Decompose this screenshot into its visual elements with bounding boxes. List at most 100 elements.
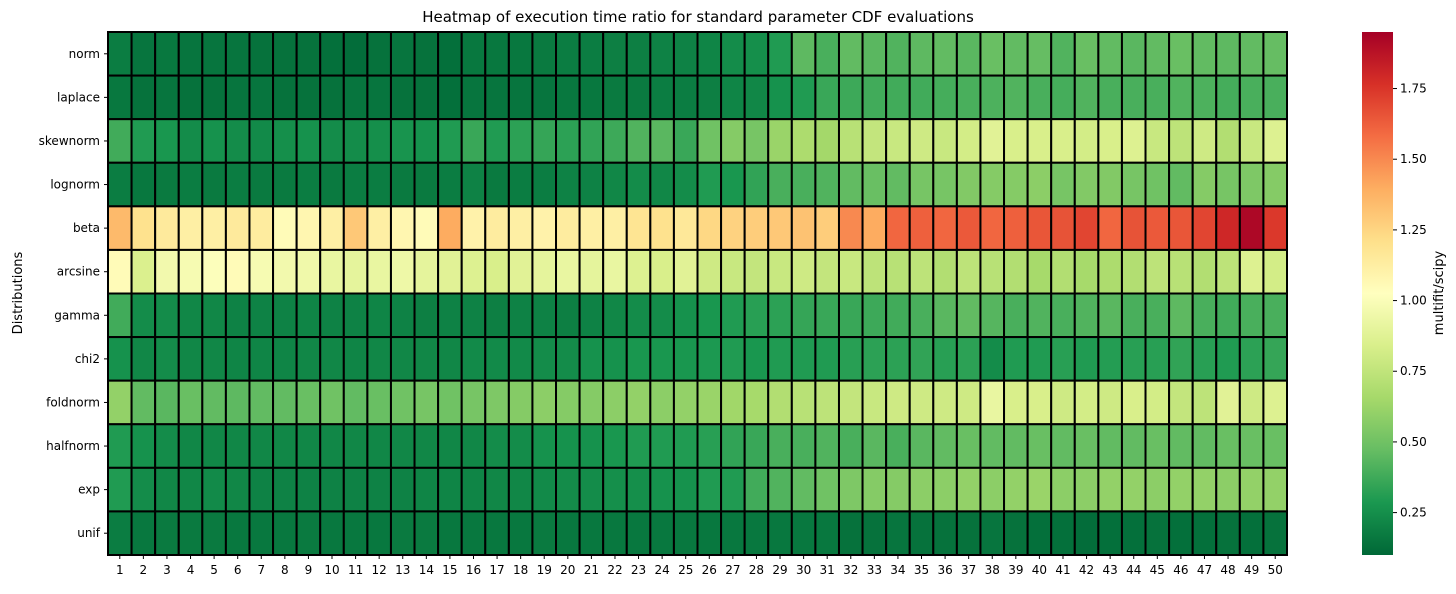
heatmap-cell	[531, 118, 558, 164]
heatmap-cell	[154, 161, 180, 208]
heatmap-cell	[837, 205, 864, 251]
heatmap-cell	[531, 161, 558, 208]
heatmap-cell	[366, 466, 392, 513]
heatmap-cell	[507, 292, 534, 339]
heatmap-cell	[672, 379, 699, 426]
heatmap-cell	[130, 423, 157, 469]
heatmap-cell	[979, 423, 1006, 469]
heatmap-cell	[720, 292, 746, 339]
heatmap-cell	[319, 205, 345, 251]
heatmap-cell	[1003, 466, 1029, 513]
x-tick-label: 25	[678, 563, 693, 577]
heatmap-cell	[1073, 118, 1100, 164]
heatmap-cell	[1144, 292, 1171, 339]
heatmap-cell	[531, 510, 558, 556]
heatmap-cell	[861, 31, 888, 77]
heatmap-cell	[507, 118, 534, 164]
heatmap-cell	[1238, 336, 1265, 382]
heatmap-cell	[578, 118, 605, 164]
heatmap-cell	[885, 31, 911, 77]
heatmap-cell	[507, 248, 534, 295]
heatmap-cell	[531, 74, 558, 121]
heatmap-cell	[1026, 205, 1053, 251]
heatmap-cell	[224, 423, 251, 469]
heatmap-cell	[1026, 31, 1053, 77]
heatmap-cell	[814, 205, 840, 251]
heatmap-cell	[1215, 74, 1241, 121]
heatmap-cell	[578, 510, 605, 556]
heatmap-cell	[1238, 510, 1265, 556]
heatmap-cell	[484, 205, 510, 251]
heatmap-cell	[272, 510, 298, 556]
heatmap-cell	[413, 423, 440, 469]
heatmap-cell	[555, 466, 581, 513]
heatmap-cell	[696, 292, 723, 339]
heatmap-cell	[578, 423, 605, 469]
x-tick-label: 40	[1032, 563, 1047, 577]
heatmap-cell	[413, 379, 440, 426]
heatmap-cell	[837, 161, 864, 208]
heatmap-cell	[1144, 510, 1171, 556]
heatmap-cell	[107, 336, 133, 382]
heatmap-cell	[413, 510, 440, 556]
heatmap-cell	[224, 466, 251, 513]
heatmap-cell	[1144, 336, 1171, 382]
x-tick-label: 16	[466, 563, 481, 577]
heatmap-cell	[720, 118, 746, 164]
heatmap-cell	[649, 466, 675, 513]
heatmap-cell	[295, 205, 322, 251]
x-tick-label: 5	[210, 563, 218, 577]
colorbar-ticks: 0.25 0.50 0.75 1.00 1.25 1.50 1.75	[1393, 82, 1427, 520]
heatmap-cell	[531, 336, 558, 382]
heatmap-cell	[1050, 248, 1076, 295]
heatmap-cell	[908, 379, 935, 426]
heatmap-cell	[107, 379, 133, 426]
heatmap-cell	[107, 292, 133, 339]
heatmap-cell	[154, 423, 180, 469]
x-tick-label: 31	[820, 563, 835, 577]
heatmap-cell	[955, 205, 982, 251]
colorbar-tick-label: 1.50	[1400, 152, 1427, 166]
heatmap-cell	[248, 31, 275, 77]
heatmap-cell	[177, 510, 204, 556]
x-tick-label: 30	[796, 563, 811, 577]
heatmap-cell	[366, 205, 392, 251]
heatmap-cell	[1262, 292, 1289, 339]
heatmap-cell	[248, 379, 275, 426]
heatmap-cell	[272, 466, 298, 513]
heatmap-cell	[1191, 74, 1218, 121]
heatmap-cell	[814, 118, 840, 164]
heatmap-cell	[366, 292, 392, 339]
heatmap-cell	[625, 510, 652, 556]
x-tick-label: 43	[1103, 563, 1118, 577]
heatmap-cell	[1215, 248, 1241, 295]
heatmap-cell	[1191, 379, 1218, 426]
heatmap-cell	[955, 423, 982, 469]
heatmap-cell	[224, 161, 251, 208]
colorbar	[1362, 32, 1393, 555]
heatmap-cell	[413, 336, 440, 382]
heatmap-cell	[955, 118, 982, 164]
heatmap-cell	[1215, 336, 1241, 382]
heatmap-cell	[177, 31, 204, 77]
heatmap-cell	[460, 161, 487, 208]
heatmap-cell	[130, 336, 157, 382]
x-tick-label: 8	[281, 563, 289, 577]
heatmap-cell	[1003, 74, 1029, 121]
heatmap-cell	[861, 336, 888, 382]
heatmap-cell	[389, 510, 416, 556]
x-tick-label: 29	[772, 563, 787, 577]
heatmap-cell	[1097, 118, 1123, 164]
heatmap-cell	[861, 205, 888, 251]
heatmap-cell	[555, 74, 581, 121]
heatmap-cell	[389, 292, 416, 339]
heatmap-cell	[366, 379, 392, 426]
heatmap-cell	[1120, 379, 1147, 426]
heatmap-cell	[413, 161, 440, 208]
heatmap-cell	[460, 205, 487, 251]
heatmap-cell	[1050, 466, 1076, 513]
heatmap-cell	[625, 466, 652, 513]
heatmap-cell	[814, 423, 840, 469]
x-tick-label: 47	[1197, 563, 1212, 577]
heatmap-cell	[484, 466, 510, 513]
